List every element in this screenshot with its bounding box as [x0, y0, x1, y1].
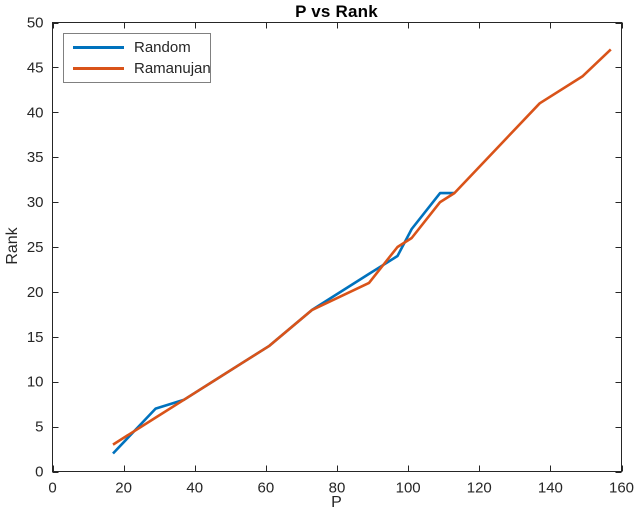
x-tick-label: 140 — [538, 480, 563, 497]
y-axis-label: Rank — [4, 227, 21, 265]
legend-label-random: Random — [134, 39, 191, 57]
y-tick-label: 0 — [35, 464, 43, 481]
legend-label-ramanujan: Ramanujan — [134, 59, 211, 77]
tick-marks — [52, 22, 623, 473]
y-tick-label: 20 — [27, 284, 44, 301]
x-tick-label: 40 — [186, 480, 203, 497]
legend: Random Ramanujan — [63, 33, 211, 83]
x-tick-label: 60 — [258, 480, 275, 497]
y-tick-label: 25 — [27, 239, 44, 256]
ramanujan-line-swatch — [73, 66, 124, 70]
y-tick-label: 35 — [27, 149, 44, 166]
y-tick-label: 50 — [27, 15, 44, 32]
y-tick-label: 5 — [35, 419, 43, 436]
x-tick-label: 20 — [115, 480, 132, 497]
x-tick-label: 100 — [396, 480, 421, 497]
x-tick-label: 160 — [609, 480, 634, 497]
x-tick-label: 0 — [48, 480, 56, 497]
x-tick-labels: 0 20 40 60 80 100 120 140 160 — [48, 480, 634, 497]
y-tick-labels: 0 5 10 15 20 25 30 35 40 45 50 — [27, 15, 44, 481]
y-tick-label: 10 — [27, 374, 44, 391]
legend-item-random: Random — [64, 40, 210, 55]
legend-item-ramanujan: Ramanujan — [64, 59, 211, 77]
series-line-random — [112, 191, 455, 455]
y-tick-label: 15 — [27, 329, 44, 346]
x-axis-label: P — [331, 494, 342, 511]
x-tick-label: 120 — [467, 480, 492, 497]
series-line-ramanujan — [112, 48, 612, 446]
y-tick-label: 40 — [27, 104, 44, 121]
y-tick-label: 45 — [27, 59, 44, 76]
x-tick-label: 80 — [329, 480, 346, 497]
y-tick-label: 30 — [27, 194, 44, 211]
random-line-swatch — [73, 46, 124, 50]
chart-title: P vs Rank — [295, 2, 378, 21]
axes-box — [52, 22, 622, 472]
